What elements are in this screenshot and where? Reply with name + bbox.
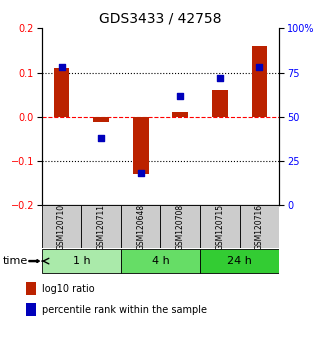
Bar [54, 68, 69, 117]
Text: log10 ratio: log10 ratio [42, 284, 95, 293]
Bar [26, 282, 36, 295]
Point [59, 64, 64, 70]
Bar [172, 112, 188, 117]
Text: GSM120710: GSM120710 [57, 204, 66, 250]
Bar [121, 249, 200, 273]
Bar [200, 249, 279, 273]
Point [99, 135, 104, 141]
Bar [42, 249, 121, 273]
Bar [93, 117, 109, 122]
Bar [212, 90, 228, 117]
Text: GSM120648: GSM120648 [136, 204, 145, 250]
Bar [133, 117, 149, 175]
Text: GSM120708: GSM120708 [176, 204, 185, 250]
Text: GSM120711: GSM120711 [97, 204, 106, 250]
Bar [240, 205, 279, 248]
Bar [121, 205, 160, 248]
Bar [252, 46, 267, 117]
Text: GSM120716: GSM120716 [255, 204, 264, 250]
Text: 4 h: 4 h [152, 256, 169, 266]
Point [178, 93, 183, 98]
Bar [26, 303, 36, 316]
Text: GSM120715: GSM120715 [215, 204, 224, 250]
Point [257, 64, 262, 70]
Point [217, 75, 222, 81]
Bar [200, 205, 240, 248]
Bar [42, 205, 81, 248]
Text: time: time [3, 256, 29, 266]
Point [138, 171, 143, 176]
Text: 1 h: 1 h [73, 256, 90, 266]
Title: GDS3433 / 42758: GDS3433 / 42758 [99, 12, 222, 26]
Text: 24 h: 24 h [227, 256, 252, 266]
Text: percentile rank within the sample: percentile rank within the sample [42, 305, 207, 315]
Bar [81, 205, 121, 248]
Bar [160, 205, 200, 248]
